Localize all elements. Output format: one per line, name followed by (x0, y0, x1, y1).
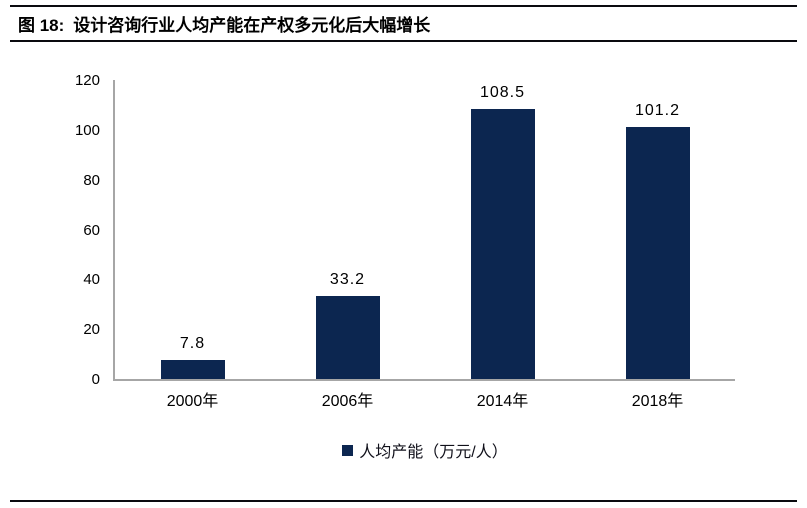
legend-swatch-icon (342, 444, 354, 456)
x-axis-category-label: 2000年 (166, 393, 219, 410)
y-axis-tick-label: 20 (83, 321, 100, 339)
legend-label: 人均产能（万元/人） (359, 444, 508, 461)
figure-header: 图 18: 设计咨询行业人均产能在产权多元化后大幅增长 (18, 11, 430, 36)
bar-value-label: 101.2 (634, 101, 681, 119)
bar-value-label: 7.8 (179, 334, 206, 352)
bottom-rule (10, 500, 797, 502)
x-axis-category-label: 2018年 (631, 393, 684, 410)
x-axis-category-label: 2014年 (476, 393, 529, 410)
figure-label: 图 18: (18, 16, 65, 35)
title-divider-rule (10, 40, 797, 42)
top-rule (10, 5, 797, 7)
y-axis-tick-label: 100 (74, 121, 100, 139)
figure-title: 设计咨询行业人均产能在产权多元化后大幅增长 (73, 16, 431, 35)
bar (470, 108, 535, 379)
y-axis-tick-label: 40 (83, 271, 100, 289)
x-axis-category-label: 2006年 (321, 393, 374, 410)
x-axis-line (113, 379, 735, 381)
bar-value-label: 33.2 (329, 271, 366, 289)
y-axis-tick-label: 120 (74, 72, 100, 89)
y-axis-line (113, 80, 115, 381)
chart-legend: 人均产能（万元/人） (115, 438, 735, 462)
bar (160, 359, 225, 379)
bar-value-label: 108.5 (479, 83, 526, 101)
y-axis-tick-label: 0 (91, 371, 100, 388)
y-axis-tick-label: 80 (83, 171, 100, 189)
y-axis-tick-label: 60 (83, 221, 100, 239)
bar (625, 126, 690, 379)
bar (315, 296, 380, 379)
